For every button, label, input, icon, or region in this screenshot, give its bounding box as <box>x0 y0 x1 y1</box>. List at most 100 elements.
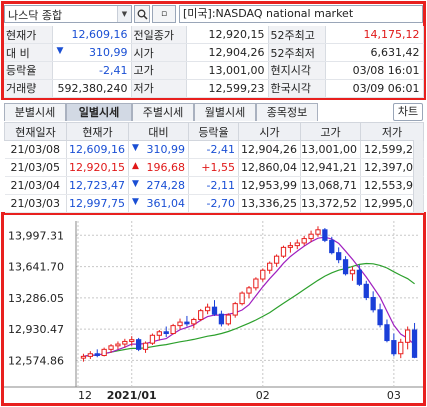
chart-svg: 13,997.31 13,641.70 13,286.05 12,930.47 12,5… <box>4 221 423 402</box>
chart-button[interactable]: 차트 <box>393 103 423 121</box>
table-row[interactable]: 21/03/03 12,997,75 ▼ 361,04 -2,70 13,336,25 13… <box>4 194 424 213</box>
candle-body <box>108 345 114 350</box>
cell-low: 12,599,23 <box>360 140 424 159</box>
candle-body <box>391 340 397 355</box>
candle-body <box>156 331 162 336</box>
cell-open: 13,336,25 <box>238 194 301 213</box>
quote-label: 현재가 <box>4 26 53 45</box>
candle-body <box>315 229 321 235</box>
search-icon <box>137 9 148 20</box>
candle-body <box>377 309 383 326</box>
tab-minute[interactable]: 분별시세 <box>4 103 66 121</box>
tab-daily[interactable]: 일별시세 <box>66 103 132 121</box>
table-row[interactable]: 21/03/04 12,723,47 ▼ 274,28 -2,11 12,953,99 13… <box>4 176 424 195</box>
quote-value-text: 6,631,42 <box>370 46 420 60</box>
candle-body <box>198 310 204 320</box>
arrow-down-icon: ▼ <box>132 143 139 153</box>
quote-row: 거래량 592,380,240 저가 12,599,23 한국시각 03/09 06:01 <box>4 79 424 98</box>
daily-header-row: 현재일자 현재가 대비 등락율 시가 고가 저가 <box>4 122 424 141</box>
col-rate[interactable]: 등락율 <box>188 122 239 141</box>
candle-body <box>115 343 121 347</box>
cell-price: 12,609,16 <box>66 140 129 159</box>
quote-value-text: 310,99 <box>89 46 128 60</box>
candle-body <box>280 246 287 257</box>
candle-body <box>322 229 328 241</box>
table-row[interactable]: 21/03/08 12,609,16 ▼ 310,99 -2,41 12,904,26 13… <box>4 140 424 159</box>
candle-body <box>260 269 266 280</box>
col-change[interactable]: 대비 <box>128 122 189 141</box>
cell-change-value: 361,04 <box>146 197 186 210</box>
market-select[interactable]: 나스닥 종합 ▼ <box>4 5 132 23</box>
quote-label: 저가 <box>131 79 187 98</box>
col-low[interactable]: 저가 <box>360 122 424 141</box>
quote-label: 거래량 <box>4 79 53 98</box>
vertical-scrollbar[interactable] <box>413 140 423 212</box>
candle-body <box>349 269 356 275</box>
quote-label: 시가 <box>131 43 187 63</box>
market-name-field: [미국]:NASDAQ national market <box>179 5 423 23</box>
candle-body <box>273 255 280 264</box>
quote-label: 현지시각 <box>268 61 326 80</box>
cell-open: 12,904,26 <box>238 140 301 159</box>
chevron-down-icon[interactable]: ▼ <box>117 6 131 22</box>
candle-body <box>129 339 135 342</box>
quote-value: 13,001,00 <box>186 61 269 80</box>
search-button[interactable] <box>134 5 150 23</box>
quote-value: 14,175,12 <box>325 26 424 45</box>
candlestick-chart[interactable]: 13,997.31 13,641.70 13,286.05 12,930.47 12,5… <box>4 215 423 403</box>
quote-value-text: -2,41 <box>99 63 128 77</box>
cell-change-value: 274,28 <box>146 179 186 192</box>
candle-body <box>211 306 218 315</box>
quote-value-text: 14,175,12 <box>363 28 420 42</box>
candle-body <box>87 353 93 357</box>
arrow-down-icon: ▼ <box>56 46 64 57</box>
col-open[interactable]: 시가 <box>238 122 301 141</box>
candle-body <box>370 296 376 311</box>
col-date[interactable]: 현재일자 <box>4 122 67 141</box>
quote-value-text: 592,380,240 <box>57 81 128 95</box>
candle-body <box>384 324 390 342</box>
cell-rate: -2,11 <box>188 176 239 195</box>
quote-value-text: 12,920,15 <box>208 28 265 42</box>
search-row: 나스닥 종합 ▼ ▫ [미국]:NASDAQ national market <box>4 4 423 24</box>
candle-body <box>253 278 259 289</box>
quote-value: 592,380,240 <box>52 79 132 98</box>
quote-label: 52주최고 <box>268 26 326 45</box>
quote-label: 한국시각 <box>268 79 326 98</box>
candle-body <box>405 329 411 343</box>
cell-price: 12,723,47 <box>66 176 129 195</box>
option-button[interactable]: ▫ <box>152 5 176 23</box>
col-high[interactable]: 고가 <box>300 122 361 141</box>
quote-grid: 현재가 12,609,16 전일종가 12,920,15 52주최고 14,175,12 대… <box>4 26 424 98</box>
quote-value-text: 12,904,26 <box>208 46 265 60</box>
candle-body <box>294 242 300 247</box>
candle-body <box>177 321 183 327</box>
quote-value-text: 12,599,23 <box>208 81 265 95</box>
cell-change-value: 310,99 <box>146 143 186 156</box>
cell-date: 21/03/03 <box>4 194 67 213</box>
quote-label: 전일종가 <box>131 26 187 45</box>
cell-price: 12,920,15 <box>66 158 129 177</box>
cell-low: 12,995,07 <box>360 194 424 213</box>
tab-stock-info[interactable]: 종목정보 <box>256 103 318 121</box>
cell-high: 13,001,00 <box>300 140 361 159</box>
quote-row: 현재가 12,609,16 전일종가 12,920,15 52주최고 14,175,12 <box>4 26 424 45</box>
cell-date: 21/03/05 <box>4 158 67 177</box>
candle-body <box>301 238 307 244</box>
table-row[interactable]: 21/03/05 12,920,15 ▲ 196,68 +1,55 12,860,04 12… <box>4 158 424 177</box>
col-price[interactable]: 현재가 <box>66 122 129 141</box>
arrow-up-icon: ▲ <box>132 161 139 171</box>
quote-label: 52주최저 <box>268 43 326 63</box>
quote-value: 12,904,26 <box>186 43 269 63</box>
candle-body <box>363 283 369 298</box>
cell-low: 12,397,05 <box>360 158 424 177</box>
candle-body <box>94 353 100 357</box>
tab-monthly[interactable]: 월별시세 <box>194 103 256 121</box>
quote-value: 12,599,23 <box>186 79 269 98</box>
quote-row: 등락율 -2,41 고가 13,001,00 현지시각 03/08 16:01 <box>4 61 424 80</box>
market-select-label: 나스닥 종합 <box>8 9 63 22</box>
cell-price: 12,997,75 <box>66 194 129 213</box>
tab-weekly[interactable]: 주별시세 <box>132 103 194 121</box>
candle-body <box>80 355 87 359</box>
quote-value: -2,41 <box>52 61 132 80</box>
